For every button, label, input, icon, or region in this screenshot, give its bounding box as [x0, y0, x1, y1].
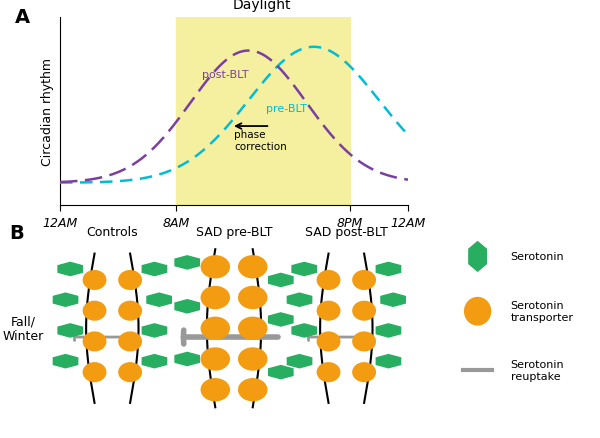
Ellipse shape	[119, 332, 142, 351]
Ellipse shape	[83, 332, 106, 351]
Ellipse shape	[353, 363, 376, 381]
Text: phase
correction: phase correction	[234, 130, 287, 152]
Ellipse shape	[201, 379, 229, 401]
Text: Serotonin
reuptake: Serotonin reuptake	[511, 360, 565, 381]
Y-axis label: Circadian rhythm: Circadian rhythm	[41, 58, 55, 166]
Ellipse shape	[239, 318, 267, 339]
Text: A: A	[15, 8, 30, 27]
Ellipse shape	[201, 256, 229, 278]
Ellipse shape	[353, 302, 376, 320]
Ellipse shape	[119, 302, 142, 320]
Ellipse shape	[464, 298, 491, 325]
Ellipse shape	[83, 363, 106, 381]
Ellipse shape	[239, 287, 267, 309]
Text: SAD post-BLT: SAD post-BLT	[305, 226, 388, 239]
Ellipse shape	[239, 348, 267, 370]
Text: B: B	[10, 223, 24, 242]
Text: Daylight: Daylight	[233, 0, 291, 12]
Bar	[176, 18, 350, 206]
Ellipse shape	[239, 379, 267, 401]
Ellipse shape	[201, 318, 229, 339]
Text: SAD pre-BLT: SAD pre-BLT	[196, 226, 272, 239]
Ellipse shape	[239, 256, 267, 278]
Ellipse shape	[317, 363, 340, 381]
Text: Controls: Controls	[86, 226, 138, 239]
Ellipse shape	[83, 302, 106, 320]
Text: pre-BLT: pre-BLT	[266, 104, 307, 114]
Ellipse shape	[119, 363, 142, 381]
Ellipse shape	[119, 271, 142, 290]
Ellipse shape	[353, 271, 376, 290]
Text: Serotonin
transporter: Serotonin transporter	[511, 301, 574, 322]
Ellipse shape	[317, 332, 340, 351]
Ellipse shape	[317, 302, 340, 320]
Text: post-BLT: post-BLT	[202, 70, 249, 80]
Ellipse shape	[317, 271, 340, 290]
Ellipse shape	[201, 287, 229, 309]
Ellipse shape	[83, 271, 106, 290]
Ellipse shape	[353, 332, 376, 351]
Text: Fall/
Winter: Fall/ Winter	[3, 314, 44, 343]
Text: Serotonin: Serotonin	[511, 252, 565, 262]
Ellipse shape	[201, 348, 229, 370]
